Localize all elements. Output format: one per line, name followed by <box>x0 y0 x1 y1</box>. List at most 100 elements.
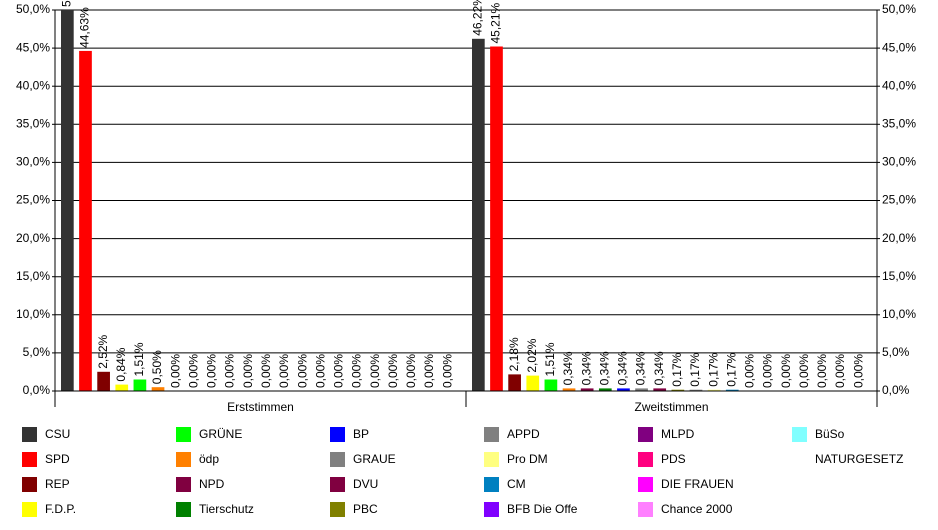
y-tick-label-right: 5,0% <box>882 345 910 359</box>
legend-label: NPD <box>199 477 225 491</box>
y-tick-label-right: 45,0% <box>882 40 916 54</box>
value-label: 0,00% <box>779 354 793 388</box>
value-label: 0,17% <box>706 352 720 386</box>
value-label: 0,00% <box>797 354 811 388</box>
legend-label: Tierschutz <box>199 502 254 516</box>
legend-label: SPD <box>45 452 70 466</box>
value-label: 0,34% <box>616 351 630 385</box>
value-label: 0,00% <box>223 354 237 388</box>
value-label: 0,00% <box>259 354 273 388</box>
legend-swatch <box>176 502 191 517</box>
value-label: 0,34% <box>652 351 666 385</box>
bar <box>544 379 558 391</box>
legend-label: DIE FRAUEN <box>661 477 734 491</box>
bar <box>115 384 129 391</box>
value-label: 0,00% <box>743 354 757 388</box>
value-label: 0,00% <box>277 354 291 388</box>
x-tick-label: Erststimmen <box>227 400 294 414</box>
bar <box>97 371 110 391</box>
legend-label: ödp <box>199 452 219 466</box>
bar <box>79 50 92 391</box>
legend-label: MLPD <box>661 427 695 441</box>
value-label: 0,00% <box>168 354 182 388</box>
legend-label: BFB Die Offe <box>507 502 578 516</box>
value-label: 1,51% <box>132 342 146 376</box>
legend-label: Pro DM <box>507 452 548 466</box>
bar <box>472 38 485 392</box>
y-tick-label: 15,0% <box>16 269 50 283</box>
x-tick-label: Zweitstimmen <box>634 400 708 414</box>
legend-swatch <box>484 452 499 467</box>
value-label: 0,00% <box>833 354 847 388</box>
legend-label: PBC <box>353 502 378 516</box>
y-tick-label: 20,0% <box>16 231 50 245</box>
legend-swatch <box>176 452 191 467</box>
bar <box>671 389 685 391</box>
value-label: 44,63% <box>78 7 92 48</box>
legend-swatch <box>484 427 499 442</box>
legend-swatch <box>22 427 37 442</box>
legend-label: GRAUE <box>353 452 396 466</box>
y-tick-label-right: 40,0% <box>882 78 916 92</box>
legend-label: CSU <box>45 427 70 441</box>
y-tick-label-right: 15,0% <box>882 269 916 283</box>
legend-swatch <box>638 452 653 467</box>
value-label: 2,18% <box>507 337 521 371</box>
bar <box>490 46 503 391</box>
y-tick-label-right: 0,0% <box>882 383 910 397</box>
legend-label: DVU <box>353 477 378 491</box>
y-tick-label: 25,0% <box>16 193 50 207</box>
legend-swatch <box>330 477 345 492</box>
legend-label: BP <box>353 427 369 441</box>
bar <box>133 379 147 391</box>
bar <box>725 389 739 391</box>
legend-label: GRÜNE <box>199 427 242 441</box>
value-label: 0,00% <box>205 354 219 388</box>
y-tick-label-right: 25,0% <box>882 193 916 207</box>
bar <box>598 388 612 391</box>
legend-swatch <box>22 477 37 492</box>
legend-label: PDS <box>661 452 686 466</box>
value-label: 0,00% <box>368 354 382 388</box>
value-label: 0,00% <box>313 354 327 388</box>
legend-label: BüSo <box>815 427 845 441</box>
value-label: 2,02% <box>525 338 539 372</box>
value-label: 50,00% <box>60 0 74 7</box>
bar <box>580 388 594 391</box>
value-label: 0,00% <box>332 354 346 388</box>
legend-swatch <box>22 452 37 467</box>
y-tick-label: 5,0% <box>23 345 51 359</box>
value-label: 0,00% <box>851 354 865 388</box>
y-tick-label: 10,0% <box>16 307 50 321</box>
value-label: 0,00% <box>386 354 400 388</box>
legend-label: CM <box>507 477 526 491</box>
value-label: 0,00% <box>241 354 255 388</box>
legend-swatch <box>484 477 499 492</box>
legend-swatch <box>176 477 191 492</box>
legend-label: APPD <box>507 427 540 441</box>
legend-swatch <box>330 502 345 517</box>
bar <box>635 388 648 391</box>
legend-swatch <box>638 477 653 492</box>
bar <box>508 374 521 391</box>
y-tick-label: 40,0% <box>16 78 50 92</box>
value-label: 0,84% <box>114 347 128 381</box>
y-tick-label: 50,0% <box>16 2 50 16</box>
bar <box>562 388 576 391</box>
legend-label: F.D.P. <box>45 502 76 516</box>
bar <box>653 388 667 391</box>
bar <box>617 388 630 391</box>
value-label: 0,00% <box>186 354 200 388</box>
value-label: 0,34% <box>597 351 611 385</box>
value-label: 0,00% <box>295 354 309 388</box>
legend-swatch <box>330 427 345 442</box>
value-label: 0,00% <box>440 354 454 388</box>
legend-swatch <box>484 502 499 517</box>
legend-swatch <box>176 427 191 442</box>
y-tick-label-right: 10,0% <box>882 307 916 321</box>
y-tick-label-right: 30,0% <box>882 155 916 169</box>
value-label: 0,00% <box>422 354 436 388</box>
value-label: 0,00% <box>404 354 418 388</box>
legend-swatch <box>330 452 345 467</box>
